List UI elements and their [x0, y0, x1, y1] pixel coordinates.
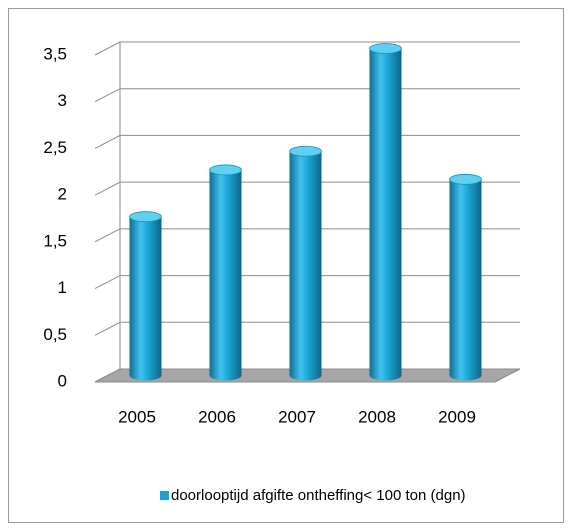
y-tick-label: 2,5: [43, 138, 67, 157]
bar: [289, 151, 322, 381]
bar-top: [289, 145, 322, 157]
bar: [369, 48, 402, 381]
bar: [129, 216, 162, 381]
bar-group: [289, 145, 322, 381]
bar: [449, 179, 482, 381]
bar-group: [369, 43, 402, 381]
y-tick-label: 2: [58, 185, 67, 204]
x-tick-label: 2007: [278, 407, 316, 426]
legend-swatch: [160, 491, 169, 500]
bar-group: [209, 164, 242, 381]
y-tick-label: 1,5: [43, 231, 67, 250]
bar-group: [129, 211, 162, 381]
y-tick-label: 0,5: [43, 325, 67, 344]
bar-top: [129, 211, 162, 223]
bar-top: [209, 164, 242, 176]
grid-line: [94, 41, 520, 56]
bar-group: [449, 173, 482, 381]
x-tick-label: 2006: [198, 407, 236, 426]
x-tick-label: 2005: [118, 407, 156, 426]
legend-label: doorlooptijd afgifte ontheffing< 100 ton…: [171, 487, 466, 504]
y-tick-label: 3: [58, 91, 67, 110]
bar: [209, 169, 242, 381]
x-tick-label: 2009: [438, 407, 476, 426]
bar-top: [369, 43, 402, 54]
bar-top: [449, 173, 482, 185]
x-tick-label: 2008: [358, 407, 396, 426]
y-tick-label: 3,5: [43, 44, 67, 63]
y-tick-label: 1: [58, 278, 67, 297]
y-tick-label: 0: [58, 371, 67, 390]
